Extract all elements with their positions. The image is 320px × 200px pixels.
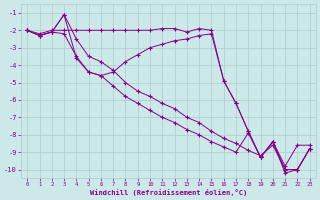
X-axis label: Windchill (Refroidissement éolien,°C): Windchill (Refroidissement éolien,°C) [90,189,247,196]
